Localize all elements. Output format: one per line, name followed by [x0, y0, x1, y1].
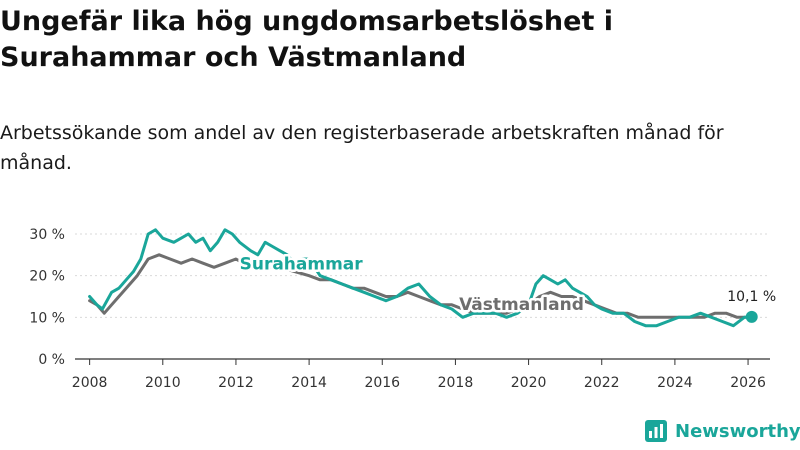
brand-name: Newsworthy: [675, 420, 800, 442]
x-tick-label: 2024: [657, 375, 693, 391]
y-tick-label: 10 %: [29, 310, 65, 326]
x-tick-label: 2020: [511, 375, 547, 391]
series-line-surahammar: [88, 228, 754, 328]
y-tick-label: 30 %: [29, 227, 65, 243]
x-tick-label: 2026: [730, 375, 766, 391]
chart-subtitle: Arbetssökande som andel av den registerb…: [0, 122, 724, 174]
x-tick-label: 2018: [438, 375, 474, 391]
series-label-vastmanland: Västmanland: [459, 295, 584, 315]
x-tick-label: 2014: [291, 375, 327, 391]
end-value-label: 10,1 %: [727, 289, 776, 305]
newsworthy-logo-icon: [645, 420, 667, 442]
y-tick-label: 0 %: [38, 352, 65, 368]
series-line-vastmanland: [88, 253, 750, 319]
series-label-surahammar: Surahammar: [240, 254, 364, 274]
x-tick-label: 2012: [218, 375, 254, 391]
x-tick-label: 2022: [584, 375, 620, 391]
brand-logo: Newsworthy: [645, 420, 800, 442]
y-tick-label: 20 %: [29, 269, 65, 285]
x-tick-label: 2008: [72, 375, 108, 391]
x-tick-label: 2016: [364, 375, 400, 391]
x-tick-label: 2010: [145, 375, 181, 391]
chart-title: Ungefär lika hög ungdomsarbetslöshet i S…: [0, 6, 614, 73]
end-point-marker: [745, 310, 758, 323]
